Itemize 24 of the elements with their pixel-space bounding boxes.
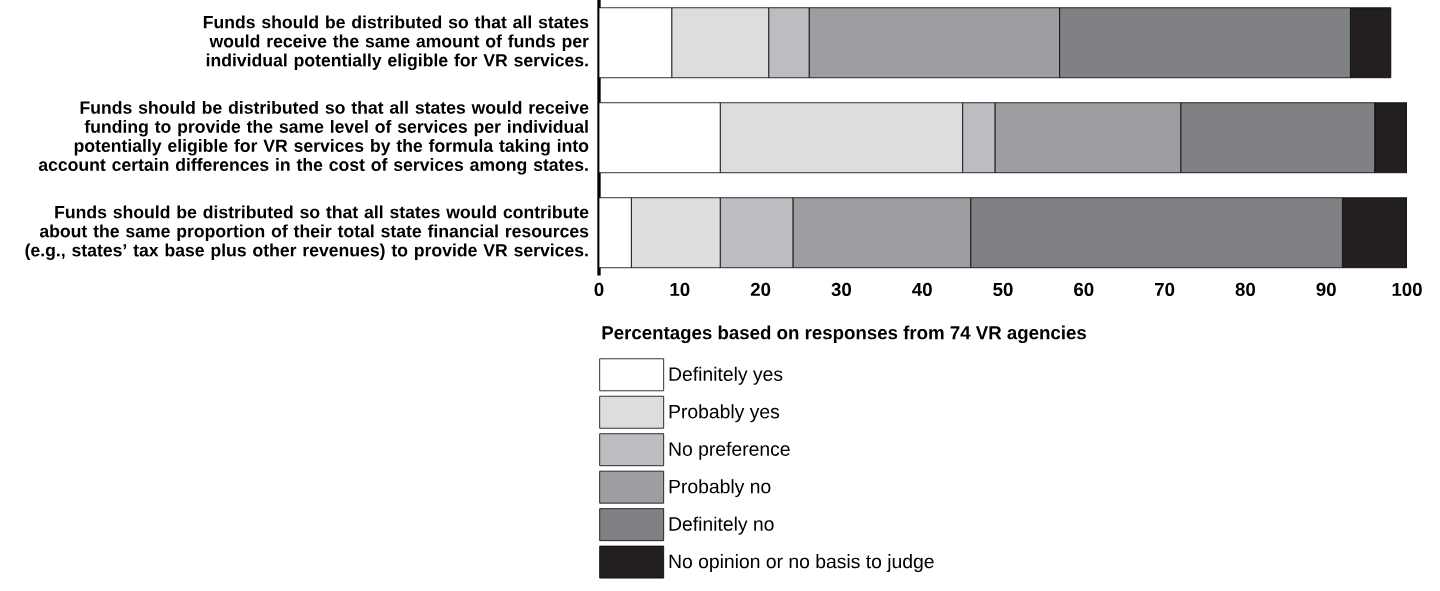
x-tick-label: 20 [750,282,771,297]
x-tick-label: 30 [831,282,852,297]
y-tick-label: Funds should be distributed so that all states would receive the same amount of funds per individual potentially eligible for VR services. [203,15,589,71]
legend-label: Probably yes [669,404,780,423]
x-tick-label: 100 [1392,282,1422,297]
x-tick-label: 70 [1155,282,1175,297]
y-tick-label: Funds should be distributed so that all states would receive funding to provide the same level of services per individual potentially eligible for VR services by the formula taking into account certain differences in the cost of services among states. [38,100,589,175]
x-tick-label: 90 [1316,282,1336,297]
x-tick-label: 40 [912,282,932,297]
x-tick-label: 0 [594,282,604,297]
x-tick-label: 50 [993,282,1013,297]
y-tick-label: Funds should be distributed so that all states would contribute about the same proportion of their total state financial resources (e.g., states’ tax base plus other revenues) to provide VR services. [25,205,589,261]
legend-label: No opinion or no basis to judge [669,554,934,573]
x-tick-label: 10 [670,282,690,297]
legend-label: Probably no [669,479,771,498]
bar [1350,7,1392,79]
bar [1374,102,1407,174]
legend-label: Definitely no [669,516,774,535]
x-tick-label: 60 [1074,282,1094,297]
bar [1341,197,1407,269]
legend-label: No preference [669,441,790,460]
x-tick-label: 80 [1235,282,1256,297]
legend-label: Definitely yes [669,366,783,385]
x-axis-title: Percentages based on responses from 74 VR agencies [602,325,1086,344]
